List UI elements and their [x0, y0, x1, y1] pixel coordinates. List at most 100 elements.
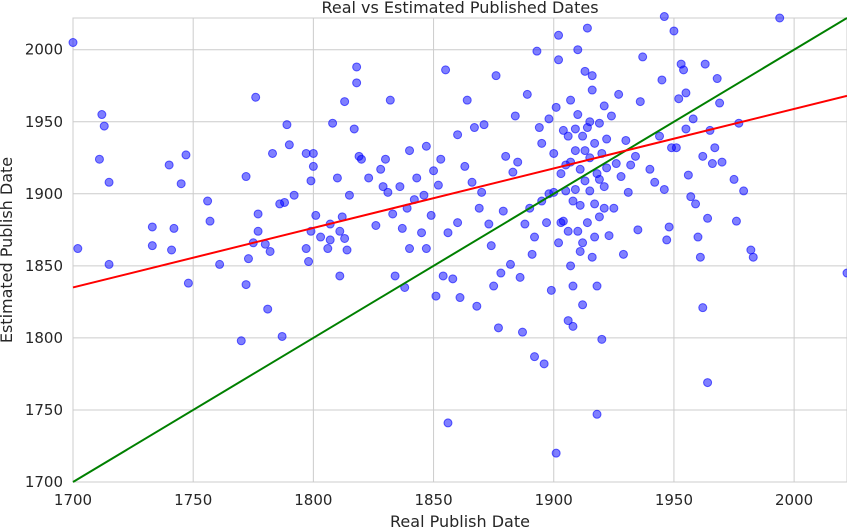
data-point [575, 246, 585, 256]
data-point [606, 111, 616, 121]
data-point [568, 196, 578, 206]
data-point [352, 78, 362, 88]
data-point [421, 244, 431, 254]
data-point [554, 30, 564, 40]
y-tick-label: 1900 [25, 185, 63, 203]
data-point [679, 65, 689, 75]
data-point [563, 316, 573, 326]
data-point [609, 203, 619, 213]
data-point [681, 124, 691, 134]
data-point [215, 259, 225, 269]
data-point [328, 118, 338, 128]
data-point [405, 146, 415, 156]
data-point [585, 186, 595, 196]
data-point [703, 213, 713, 223]
data-point [580, 146, 590, 156]
data-point [842, 268, 847, 278]
data-point [472, 301, 482, 311]
data-point [568, 321, 578, 331]
data-point [431, 291, 441, 301]
data-point [203, 196, 213, 206]
data-point [623, 187, 633, 197]
data-point [539, 359, 549, 369]
data-point [775, 13, 785, 23]
data-point [491, 71, 501, 81]
data-point [662, 235, 672, 245]
data-point [241, 280, 251, 290]
x-tick-label: 1800 [294, 491, 332, 509]
data-point [578, 300, 588, 310]
data-point [594, 174, 604, 184]
data-point [729, 174, 739, 184]
data-point [659, 184, 669, 194]
x-tick-label: 1900 [535, 491, 573, 509]
data-point [712, 74, 722, 84]
data-point [558, 125, 568, 135]
data-point [563, 226, 573, 236]
y-tick-label: 2000 [25, 41, 63, 59]
data-point [289, 190, 299, 200]
data-point [638, 52, 648, 62]
data-point [715, 98, 725, 108]
data-point [479, 120, 489, 130]
data-point [493, 323, 503, 333]
data-point [703, 378, 713, 388]
data-point [556, 169, 566, 179]
data-point [707, 159, 717, 169]
data-point [251, 92, 261, 102]
chart-title: Real vs Estimated Published Dates [321, 0, 598, 17]
data-point [496, 268, 506, 278]
data-point [147, 222, 157, 232]
data-point [68, 37, 78, 47]
data-point [99, 121, 109, 131]
data-point [698, 303, 708, 313]
data-point [417, 228, 427, 238]
data-point [590, 232, 600, 242]
data-point [397, 223, 407, 233]
data-point [599, 203, 609, 213]
data-point [405, 244, 415, 254]
data-point [364, 173, 374, 183]
data-point [253, 209, 263, 219]
y-tick-label: 1800 [25, 329, 63, 347]
data-point [532, 46, 542, 56]
data-point [412, 173, 422, 183]
data-point [104, 259, 114, 269]
data-point [534, 123, 544, 133]
data-point [594, 212, 604, 222]
data-point [510, 111, 520, 121]
x-tick-label: 1700 [54, 491, 92, 509]
data-point [575, 200, 585, 210]
data-point [573, 226, 583, 236]
data-point [349, 124, 359, 134]
data-point [308, 148, 318, 158]
data-point [578, 238, 588, 248]
data-point [147, 241, 157, 251]
data-point [556, 218, 566, 228]
data-point [263, 304, 273, 314]
data-point [537, 138, 547, 148]
data-point [356, 154, 366, 164]
regression-line [72, 94, 847, 289]
y-tick-label: 1750 [25, 401, 63, 419]
data-point [681, 88, 691, 98]
data-point [385, 95, 395, 105]
data-point [633, 225, 643, 235]
data-point [443, 418, 453, 428]
data-point [460, 161, 470, 171]
data-point [582, 23, 592, 33]
data-point [376, 164, 386, 174]
data-point [618, 249, 628, 259]
data-point [316, 232, 326, 242]
data-point [277, 331, 287, 341]
data-point [626, 160, 636, 170]
data-point [455, 293, 465, 303]
data-point [700, 59, 710, 69]
data-point [522, 89, 532, 99]
data-point [580, 176, 590, 186]
data-point [308, 161, 318, 171]
data-point [599, 101, 609, 111]
data-point [335, 271, 345, 281]
data-point [563, 131, 573, 141]
data-point [645, 164, 655, 174]
